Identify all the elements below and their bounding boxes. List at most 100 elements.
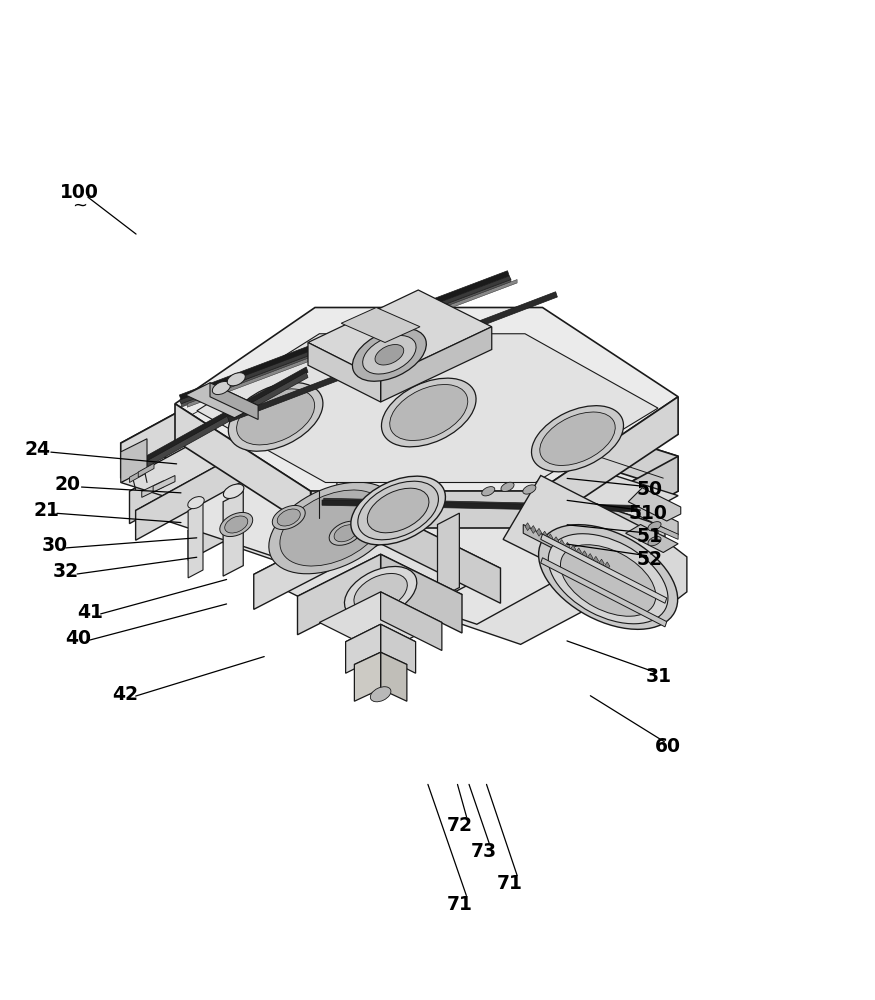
Ellipse shape: [482, 487, 494, 496]
Text: 100: 100: [60, 182, 98, 202]
Ellipse shape: [375, 345, 403, 365]
Ellipse shape: [345, 566, 416, 619]
Ellipse shape: [228, 383, 323, 451]
Polygon shape: [324, 498, 667, 511]
Polygon shape: [136, 411, 317, 540]
Polygon shape: [541, 534, 667, 603]
Polygon shape: [298, 554, 462, 637]
Polygon shape: [179, 276, 511, 404]
Text: 60: 60: [654, 737, 681, 756]
Polygon shape: [187, 279, 517, 407]
Ellipse shape: [501, 482, 514, 492]
Polygon shape: [308, 290, 492, 379]
Polygon shape: [542, 531, 548, 539]
Text: 30: 30: [42, 536, 68, 555]
Polygon shape: [381, 624, 416, 673]
Polygon shape: [298, 554, 381, 635]
Polygon shape: [127, 367, 308, 472]
Text: 32: 32: [52, 562, 79, 581]
Polygon shape: [381, 554, 462, 633]
Polygon shape: [179, 271, 509, 400]
Polygon shape: [223, 491, 243, 576]
Ellipse shape: [648, 536, 661, 546]
Text: ~: ~: [72, 197, 87, 215]
Polygon shape: [582, 551, 587, 559]
Polygon shape: [319, 592, 442, 653]
Polygon shape: [311, 491, 538, 528]
Ellipse shape: [368, 488, 429, 533]
Ellipse shape: [351, 476, 445, 545]
Ellipse shape: [648, 522, 661, 531]
Polygon shape: [175, 308, 678, 491]
Polygon shape: [337, 471, 359, 557]
Polygon shape: [381, 327, 492, 402]
Polygon shape: [121, 379, 678, 599]
Polygon shape: [570, 545, 576, 553]
Ellipse shape: [228, 373, 245, 386]
Polygon shape: [598, 559, 604, 567]
Polygon shape: [346, 624, 381, 673]
Ellipse shape: [338, 464, 359, 478]
Ellipse shape: [225, 516, 248, 533]
Text: 20: 20: [54, 475, 80, 494]
Polygon shape: [381, 509, 500, 603]
Ellipse shape: [358, 481, 438, 540]
Ellipse shape: [539, 525, 677, 629]
Polygon shape: [311, 340, 678, 491]
Polygon shape: [541, 558, 667, 627]
Polygon shape: [136, 411, 658, 624]
Polygon shape: [656, 524, 678, 539]
Polygon shape: [503, 476, 687, 615]
Polygon shape: [254, 509, 381, 609]
Text: 71: 71: [446, 895, 472, 914]
Ellipse shape: [223, 484, 244, 498]
Polygon shape: [130, 468, 145, 483]
Polygon shape: [315, 463, 648, 607]
Ellipse shape: [220, 512, 253, 537]
Ellipse shape: [334, 525, 357, 542]
Polygon shape: [637, 502, 678, 535]
Polygon shape: [308, 342, 381, 402]
Polygon shape: [381, 652, 407, 701]
Polygon shape: [554, 537, 559, 545]
Polygon shape: [438, 513, 459, 599]
Ellipse shape: [329, 521, 362, 545]
Text: 71: 71: [497, 874, 523, 893]
Polygon shape: [138, 463, 154, 477]
Text: 50: 50: [637, 480, 663, 499]
Polygon shape: [588, 554, 593, 561]
Polygon shape: [628, 488, 681, 521]
Ellipse shape: [531, 406, 624, 472]
Ellipse shape: [269, 482, 396, 574]
Polygon shape: [197, 334, 658, 483]
Polygon shape: [188, 463, 648, 644]
Ellipse shape: [213, 381, 230, 395]
Ellipse shape: [549, 534, 668, 624]
Polygon shape: [121, 439, 147, 483]
Text: 73: 73: [471, 842, 497, 861]
Polygon shape: [127, 372, 308, 477]
Polygon shape: [536, 528, 542, 536]
Ellipse shape: [389, 384, 468, 441]
Polygon shape: [559, 540, 564, 547]
Text: 41: 41: [77, 602, 103, 621]
Polygon shape: [565, 542, 570, 550]
Polygon shape: [181, 279, 511, 407]
Polygon shape: [254, 509, 500, 634]
Polygon shape: [188, 503, 203, 578]
Text: 72: 72: [446, 816, 472, 835]
Polygon shape: [381, 592, 442, 650]
Ellipse shape: [272, 505, 305, 530]
Polygon shape: [354, 652, 407, 677]
Polygon shape: [530, 526, 536, 533]
Text: 21: 21: [33, 501, 60, 520]
Polygon shape: [605, 562, 610, 570]
Text: 510: 510: [628, 504, 667, 523]
Polygon shape: [626, 524, 678, 552]
Polygon shape: [210, 383, 258, 420]
Ellipse shape: [188, 497, 204, 509]
Polygon shape: [121, 340, 311, 478]
Text: 52: 52: [637, 550, 663, 569]
Polygon shape: [186, 383, 258, 418]
Polygon shape: [142, 481, 164, 497]
